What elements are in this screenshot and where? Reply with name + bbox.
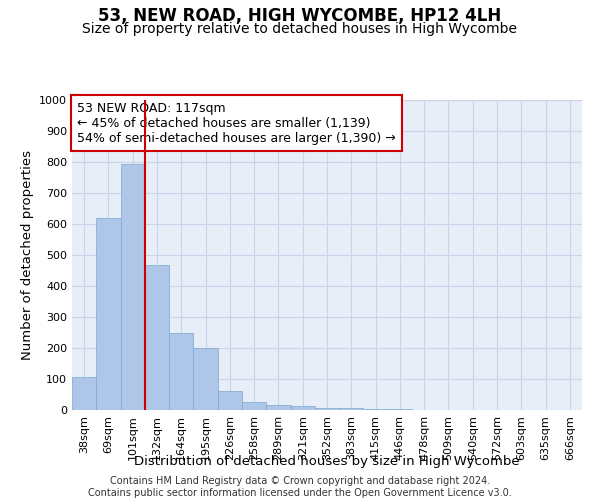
Text: Size of property relative to detached houses in High Wycombe: Size of property relative to detached ho…	[83, 22, 517, 36]
Bar	[266, 404, 290, 410]
Bar	[96, 218, 121, 410]
Bar	[242, 402, 266, 410]
Bar	[169, 334, 193, 410]
Text: Distribution of detached houses by size in High Wycombe: Distribution of detached houses by size …	[134, 455, 520, 468]
Text: 53 NEW ROAD: 117sqm
← 45% of detached houses are smaller (1,139)
54% of semi-det: 53 NEW ROAD: 117sqm ← 45% of detached ho…	[77, 102, 396, 144]
Bar	[290, 406, 315, 410]
Bar	[121, 164, 145, 410]
Bar	[193, 348, 218, 410]
Bar	[72, 377, 96, 410]
Text: 53, NEW ROAD, HIGH WYCOMBE, HP12 4LH: 53, NEW ROAD, HIGH WYCOMBE, HP12 4LH	[98, 8, 502, 26]
Bar	[315, 408, 339, 410]
Y-axis label: Number of detached properties: Number of detached properties	[20, 150, 34, 360]
Text: Contains HM Land Registry data © Crown copyright and database right 2024.
Contai: Contains HM Land Registry data © Crown c…	[88, 476, 512, 498]
Bar	[145, 265, 169, 410]
Bar	[218, 392, 242, 410]
Bar	[339, 408, 364, 410]
Bar	[364, 409, 388, 410]
